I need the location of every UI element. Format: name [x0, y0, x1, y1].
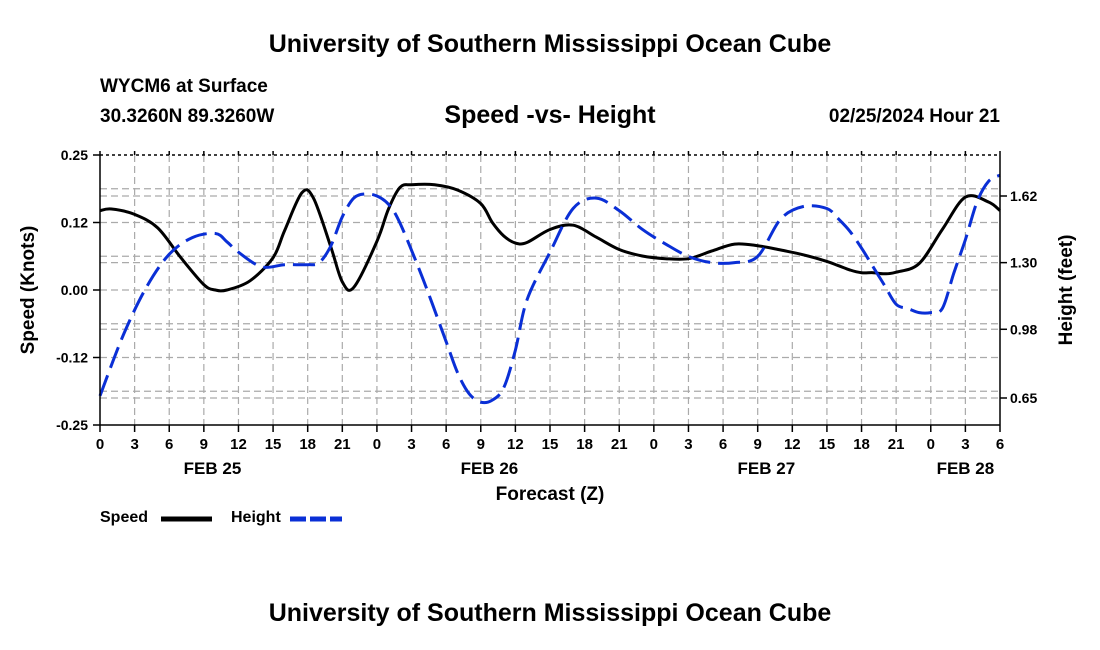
x-tick-label: 0 [96, 436, 104, 453]
x-tick-label: 21 [611, 436, 628, 453]
date-label: FEB 28 [937, 459, 995, 478]
date-label: FEB 25 [184, 459, 242, 478]
y-tick-label-right: 1.30 [1010, 255, 1037, 271]
x-tick-label: 18 [853, 436, 870, 453]
x-tick-label: 9 [200, 436, 208, 453]
y-tick-label-right: 0.65 [1010, 390, 1037, 406]
x-tick-label: 0 [927, 436, 935, 453]
ticks: 0 3 6 9 12 15 18 21 0 3 6 9 12 15 18 21 0 3 6 9 12 15 18 21 0 3 6 0… [56, 147, 1037, 478]
chart-title: Speed -vs- Height [444, 101, 656, 129]
y-tick-label-right: 0.98 [1010, 321, 1037, 337]
x-tick-label: 15 [542, 436, 559, 453]
x-tick-label: 12 [507, 436, 524, 453]
x-tick-label: 3 [130, 436, 138, 453]
x-tick-label: 0 [373, 436, 381, 453]
x-axis-label: Forecast (Z) [496, 484, 605, 505]
x-tick-label: 3 [407, 436, 415, 453]
x-tick-label: 6 [165, 436, 173, 453]
x-tick-label: 15 [265, 436, 282, 453]
grid [100, 155, 1000, 425]
x-tick-label: 21 [334, 436, 351, 453]
station-label: WYCM6 at Surface [100, 76, 268, 97]
x-tick-label: 3 [684, 436, 692, 453]
series-layer [98, 173, 1001, 405]
y-tick-label-right: 1.62 [1010, 188, 1037, 204]
date-label: FEB 27 [738, 459, 796, 478]
x-tick-label: 9 [477, 436, 485, 453]
legend-speed-label: Speed [100, 509, 149, 526]
x-tick-label: 6 [442, 436, 450, 453]
main-title: University of Southern Mississippi Ocean… [268, 30, 832, 58]
x-tick-label: 0 [650, 436, 658, 453]
speed-series-line [99, 182, 1001, 293]
height-series-line [98, 173, 1001, 405]
x-tick-label: 6 [719, 436, 727, 453]
y-tick-label-left: -0.12 [56, 350, 88, 366]
date-label: FEB 26 [461, 459, 519, 478]
x-tick-label: 18 [576, 436, 593, 453]
y-tick-label-left: 0.12 [61, 215, 88, 231]
x-tick-label: 18 [299, 436, 316, 453]
forecast-datetime: 02/25/2024 Hour 21 [828, 106, 1000, 127]
x-tick-label: 21 [888, 436, 905, 453]
y-tick-label-left: 0.00 [61, 282, 88, 298]
x-tick-label: 15 [819, 436, 836, 453]
x-tick-label: 12 [784, 436, 801, 453]
station-coordinates: 30.3260N 89.3260W [100, 106, 275, 127]
y-axis-label-right: Height (feet) [1056, 235, 1077, 346]
legend-height-label: Height [231, 509, 281, 526]
x-tick-label: 6 [996, 436, 1004, 453]
x-tick-label: 12 [230, 436, 247, 453]
y-tick-label-left: 0.25 [61, 147, 88, 163]
x-tick-label: 3 [961, 436, 969, 453]
footer-title: University of Southern Mississippi Ocean… [268, 599, 832, 627]
y-tick-label-left: -0.25 [56, 417, 88, 433]
x-tick-label: 9 [754, 436, 762, 453]
y-axis-label-left: Speed (Knots) [18, 226, 39, 355]
